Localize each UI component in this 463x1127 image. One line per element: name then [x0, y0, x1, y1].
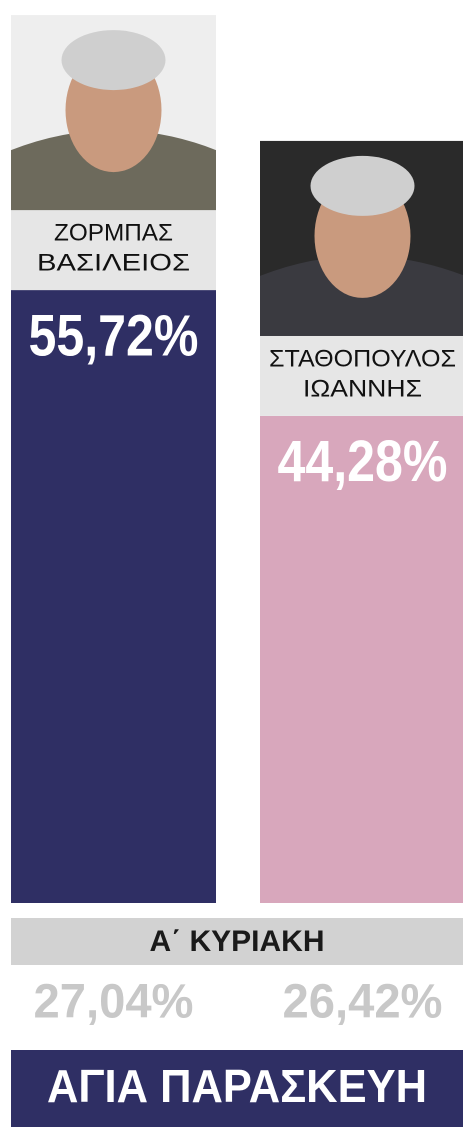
candidate-name: ΖΟΡΜΠΑΣ [54, 219, 173, 246]
candidate-name: ΣΤΑΘΟΠΟΥΛΟΣ [269, 345, 456, 372]
round-label: Α΄ ΚΥΡΙΑΚΗ [149, 925, 324, 958]
round-band [11, 918, 463, 965]
photo-hair [310, 155, 415, 216]
candidate-name: ΒΑΣΙΛΕΙΟΣ [37, 249, 190, 276]
bar [260, 415, 463, 903]
round-value: 26,42% [283, 976, 443, 1029]
bar [11, 290, 216, 904]
name-box [11, 210, 216, 291]
round-value: 27,04% [34, 976, 194, 1029]
value-label: 55,72% [29, 303, 199, 368]
chart-title: ΑΓΙΑ ΠΑΡΑΣΚΕΥΗ [47, 1060, 427, 1112]
value-label: 44,28% [278, 429, 448, 494]
photo-hair [61, 30, 166, 91]
title-band [11, 1050, 463, 1127]
candidate-name: ΙΩΑΝΝΗΣ [303, 375, 422, 402]
name-box [260, 335, 463, 416]
